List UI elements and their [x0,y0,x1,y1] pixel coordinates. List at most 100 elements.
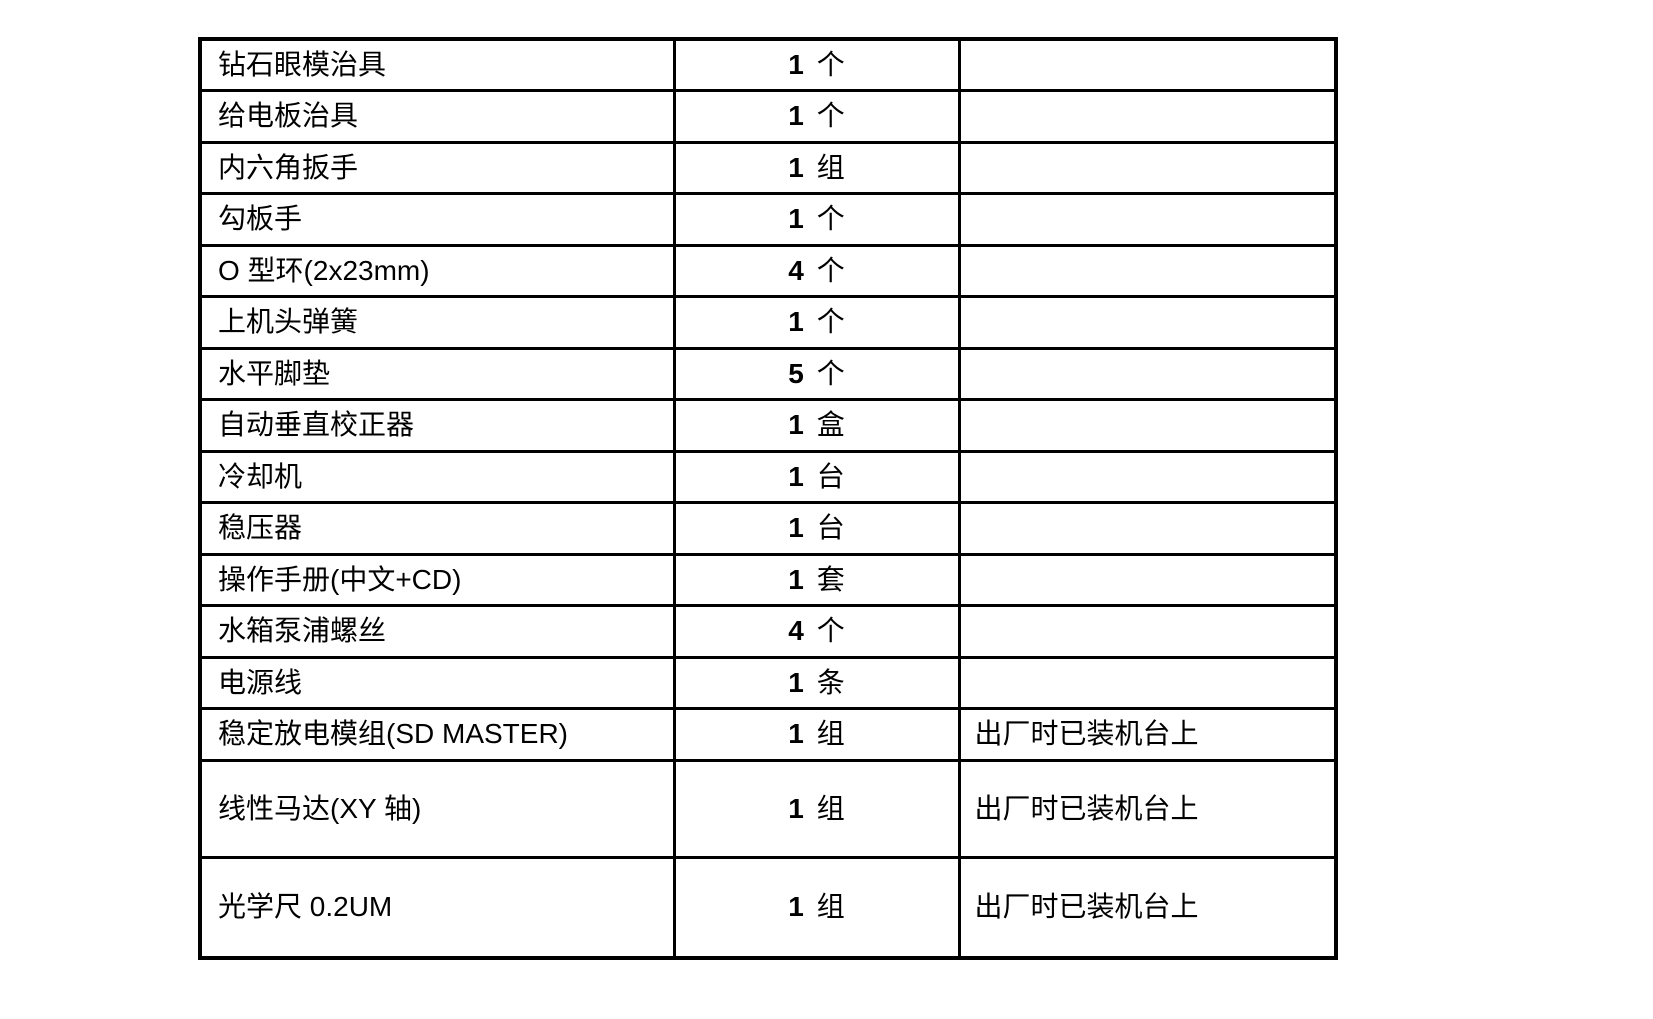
quantity-unit: 台 [816,460,845,492]
item-label: 光学尺 0.2UM [218,891,393,923]
quantity-value: 4 [788,615,804,647]
item-cell: 操作手册(中文+CD) [198,552,676,607]
item-cell: 水箱泵浦螺丝 [198,604,676,659]
note-cell [957,655,1338,710]
quantity-value: 1 [788,718,804,750]
quantity-value: 1 [788,100,804,132]
quantity-unit: 个 [816,615,845,647]
quantity-value: 1 [788,49,804,81]
quantity-value: 1 [788,792,804,824]
item-cell: 稳压器 [198,501,676,556]
quantity-value: 5 [788,357,804,389]
item-label: 稳定放电模组(SD MASTER) [218,718,569,750]
quantity-value: 1 [788,203,804,235]
item-label: 水箱泵浦螺丝 [218,615,387,647]
quantity-value: 4 [788,254,804,286]
item-cell: 线性马达(XY 轴) [198,758,676,859]
quantity-value: 1 [788,306,804,338]
quantity-unit: 套 [816,563,845,595]
note-cell [957,37,1338,92]
note-cell: 出厂时已装机台上 [957,707,1338,762]
quantity-unit: 组 [816,792,845,824]
quantity-value: 1 [788,563,804,595]
note-cell [957,89,1338,144]
item-label: 操作手册(中文+CD) [218,563,462,595]
item-label: 稳压器 [218,512,303,544]
quantity-unit: 组 [816,151,845,183]
item-cell: 稳定放电模组(SD MASTER) [198,707,676,762]
quantity-value: 1 [788,409,804,441]
item-label: 线性马达(XY 轴) [218,792,422,824]
note-label: 出厂时已装机台上 [974,718,1199,750]
item-cell: 水平脚垫 [198,346,676,401]
item-cell: 冷却机 [198,449,676,504]
quantity-unit: 组 [816,891,845,923]
note-cell [957,192,1338,247]
note-label: 出厂时已装机台上 [974,792,1199,824]
item-cell: O 型环(2x23mm) [198,243,676,298]
item-label: 自动垂直校正器 [218,409,415,441]
quantity-unit: 个 [816,306,845,338]
quantity-value: 1 [788,460,804,492]
note-cell: 出厂时已装机台上 [957,758,1338,859]
note-cell [957,398,1338,453]
item-cell: 内六角扳手 [198,140,676,195]
quantity-unit: 个 [816,254,845,286]
note-cell [957,243,1338,298]
note-cell: 出厂时已装机台上 [957,855,1338,960]
quantity-value: 1 [788,151,804,183]
note-cell [957,604,1338,659]
quantity-unit: 台 [816,512,845,544]
note-cell [957,449,1338,504]
item-label: 冷却机 [218,460,303,492]
item-label: 给电板治具 [218,100,359,132]
item-label: 水平脚垫 [218,357,331,389]
quantity-unit: 个 [816,357,845,389]
item-label: 内六角扳手 [218,151,359,183]
quantity-value: 1 [788,891,804,923]
item-label: 电源线 [218,666,303,698]
item-label: 钻石眼模治具 [218,49,387,81]
item-cell: 光学尺 0.2UM [198,855,676,960]
item-cell: 电源线 [198,655,676,710]
item-cell: 给电板治具 [198,89,676,144]
item-label: O 型环(2x23mm) [218,254,430,286]
item-cell: 上机头弹簧 [198,295,676,350]
item-cell: 自动垂直校正器 [198,398,676,453]
quantity-unit: 个 [816,203,845,235]
note-cell [957,140,1338,195]
note-cell [957,552,1338,607]
quantity-value: 1 [788,666,804,698]
quantity-unit: 条 [816,666,845,698]
item-label: 上机头弹簧 [218,306,359,338]
item-label: 勾板手 [218,203,303,235]
note-cell [957,295,1338,350]
note-label: 出厂时已装机台上 [974,891,1199,923]
